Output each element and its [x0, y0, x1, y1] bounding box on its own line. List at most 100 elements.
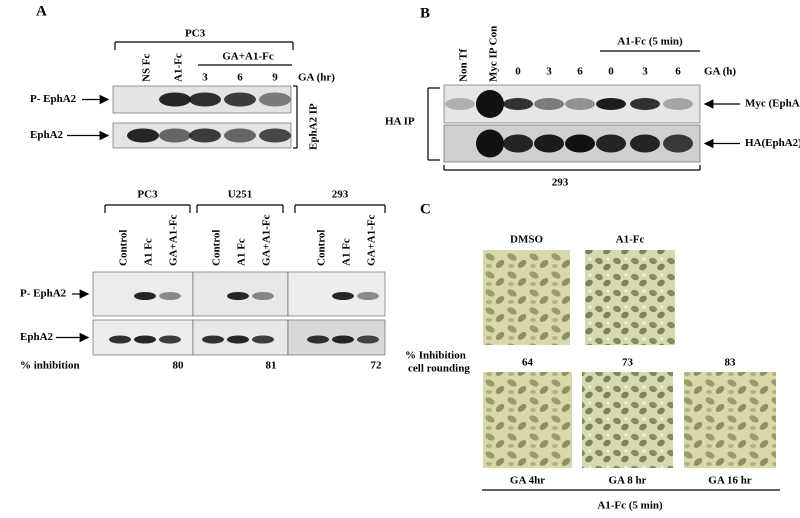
- image-label: GA 8 hr: [609, 475, 647, 487]
- inhibition-label: cell rounding: [408, 363, 470, 375]
- band: [134, 292, 156, 300]
- band: [357, 292, 379, 300]
- time-label: 3: [202, 72, 208, 84]
- inhibition-label: % Inhibition: [405, 350, 466, 362]
- panel-label: C: [420, 201, 431, 217]
- inhibition-value: 81: [266, 360, 277, 372]
- band: [534, 98, 564, 110]
- inhibition-label: % inhibition: [20, 360, 80, 372]
- row-label: EphA2: [30, 129, 64, 141]
- figure-content: A PC3 NS Fc A1-Fc GA+A1-Fc 3 6 9 GA (hr) P- EphA2…: [20, 3, 800, 511]
- micrograph: [585, 250, 675, 345]
- band: [159, 128, 191, 143]
- panel-label: A: [36, 3, 47, 19]
- inhibition-value: 80: [173, 360, 185, 372]
- band: [476, 129, 504, 158]
- band: [596, 134, 626, 153]
- lane-label: GA+A1-Fc: [366, 214, 378, 266]
- time-label: 6: [675, 66, 681, 78]
- band: [663, 134, 693, 153]
- lane-label: GA+A1-Fc: [261, 214, 273, 266]
- time-label: 6: [577, 66, 583, 78]
- inhibition-value: 73: [622, 357, 634, 369]
- time-label: 0: [608, 66, 614, 78]
- band: [159, 335, 181, 344]
- band: [202, 335, 224, 344]
- inhibition-value: 72: [371, 360, 383, 372]
- band: [159, 92, 191, 107]
- band: [565, 98, 595, 110]
- image-label: A1-Fc: [616, 234, 645, 246]
- row-label: HA(EphA2): [745, 137, 800, 149]
- image-label: GA 16 hr: [708, 475, 752, 487]
- band: [332, 335, 354, 344]
- image-label: DMSO: [510, 234, 543, 246]
- time-label: 3: [642, 66, 648, 78]
- time-label: 9: [272, 72, 278, 84]
- band: [357, 335, 379, 344]
- cell-line-label: 293: [332, 189, 349, 201]
- panel-label: B: [420, 5, 430, 21]
- lane-label: GA+A1-Fc: [168, 214, 180, 266]
- time-label: 3: [546, 66, 552, 78]
- band: [534, 134, 564, 153]
- time-unit-label: GA (hr): [298, 72, 335, 84]
- lane-label: Control: [211, 230, 223, 266]
- band: [476, 90, 504, 118]
- band: [224, 92, 256, 107]
- band: [630, 98, 660, 110]
- row-label: Myc (EphA2): [745, 98, 800, 110]
- time-unit-label: GA (h): [704, 66, 736, 78]
- band: [259, 92, 291, 107]
- band: [224, 128, 256, 143]
- micrograph: [483, 250, 570, 345]
- treatment-label: GA+A1-Fc: [222, 51, 274, 63]
- cell-line-label: PC3: [185, 28, 206, 40]
- band: [307, 335, 329, 344]
- band: [189, 128, 221, 143]
- band: [189, 92, 221, 107]
- cell-line-label: PC3: [137, 189, 158, 201]
- inhibition-value: 83: [725, 357, 737, 369]
- time-label: 0: [515, 66, 521, 78]
- band: [159, 292, 181, 300]
- lane-label: A1 Fc: [143, 238, 155, 266]
- cell-line-label: U251: [228, 189, 252, 201]
- band: [227, 335, 249, 344]
- time-label: 6: [237, 72, 243, 84]
- ip-label: EphA2 IP: [308, 103, 320, 150]
- row-label: P- EphA2: [20, 288, 67, 300]
- lane-label: Myc IP Con: [488, 26, 500, 82]
- band: [259, 128, 291, 143]
- ip-label: HA IP: [385, 116, 415, 128]
- band: [252, 335, 274, 344]
- lane-label: Non Tf: [458, 49, 470, 82]
- treatment-label: A1-Fc (5 min): [597, 500, 663, 512]
- row-label: EphA2: [20, 331, 54, 343]
- image-label: GA 4hr: [510, 475, 545, 487]
- micrograph: [582, 372, 673, 468]
- band: [630, 134, 660, 153]
- micrograph: [684, 372, 776, 468]
- cell-line-label: 293: [552, 177, 569, 189]
- band: [332, 292, 354, 300]
- lane-label: Control: [316, 230, 328, 266]
- lane-label: Control: [118, 230, 130, 266]
- treatment-label: A1-Fc (5 min): [617, 36, 683, 48]
- micrograph: [483, 372, 572, 468]
- band: [109, 335, 131, 344]
- band: [252, 292, 274, 300]
- band: [503, 134, 533, 153]
- band: [134, 335, 156, 344]
- inhibition-value: 64: [522, 357, 534, 369]
- band: [127, 128, 159, 143]
- lane-label: A1 Fc: [236, 238, 248, 266]
- band: [596, 98, 626, 110]
- band: [503, 98, 533, 110]
- row-label: P- EphA2: [30, 93, 77, 105]
- band: [663, 98, 693, 110]
- lane-label: NS Fc: [141, 53, 153, 82]
- band: [565, 134, 595, 153]
- lane-label: A1 Fc: [341, 238, 353, 266]
